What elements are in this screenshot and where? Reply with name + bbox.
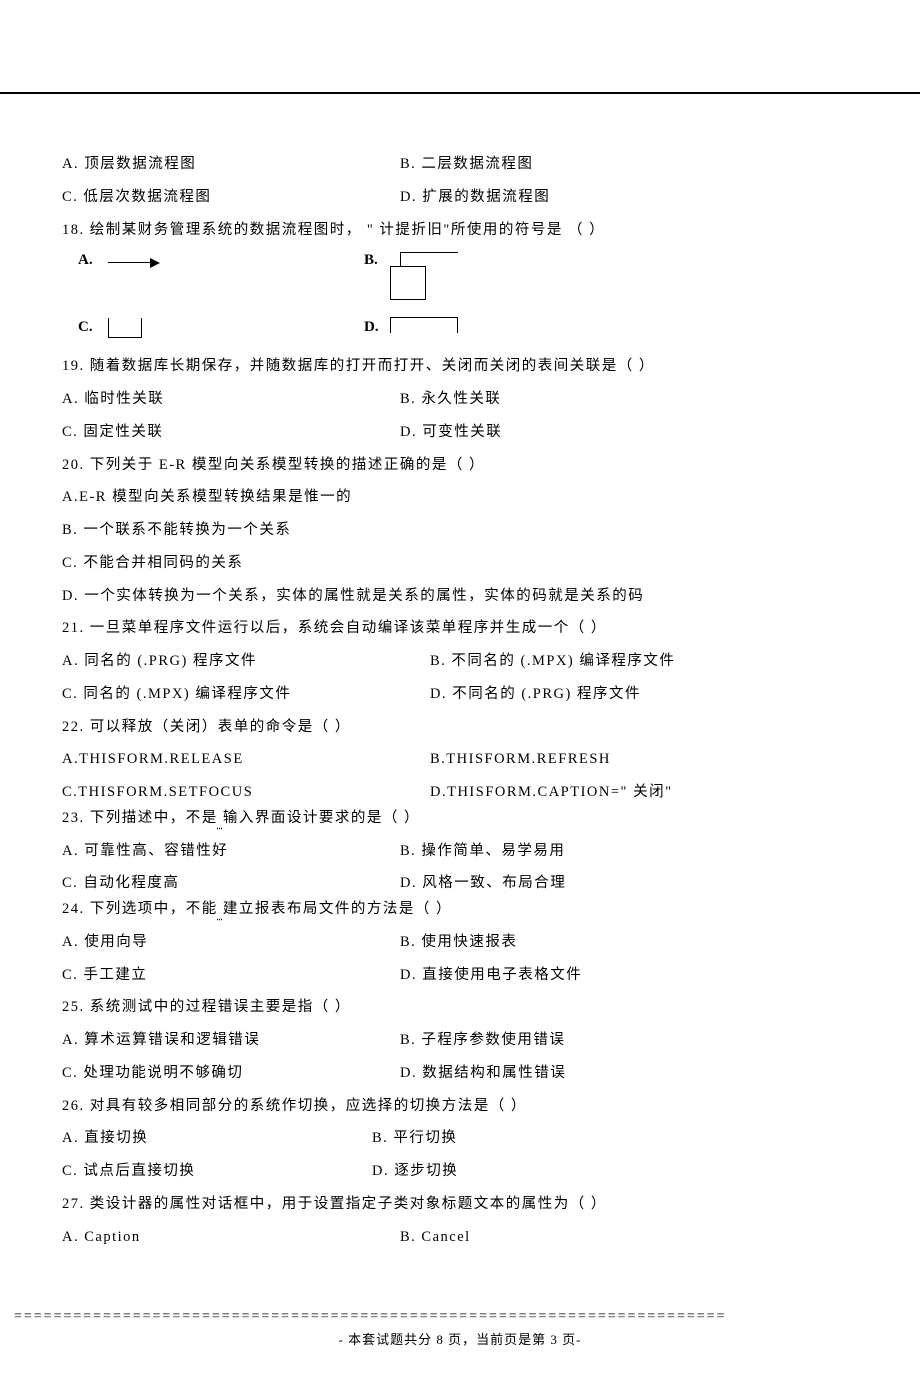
branch-box-icon: [390, 252, 458, 306]
footer-total-pages: 8: [436, 1332, 444, 1347]
q27-stem: 27. 类设计器的属性对话框中，用于设置指定子类对象标题文本的属性为（ ）: [62, 1194, 858, 1216]
q23-row-ab: A. 可靠性高、容错性好 B. 操作简单、易学易用: [62, 841, 858, 863]
q21-option-a: A. 同名的 (.PRG) 程序文件: [62, 651, 430, 673]
footer-pre: - 本套试题共分: [339, 1332, 437, 1347]
q27-row-ab: A. Caption B. Cancel: [62, 1227, 858, 1249]
q25-option-a: A. 算术运算错误和逻辑错误: [62, 1030, 400, 1052]
footer-pagination: - 本套试题共分 8 页，当前页是第 3 页-: [0, 1329, 920, 1388]
q22-row-ab: A.THISFORM.RELEASE B.THISFORM.REFRESH: [62, 749, 858, 771]
q26-option-a: A. 直接切换: [62, 1128, 372, 1150]
q26-option-b: B. 平行切换: [372, 1128, 858, 1150]
q21-row-cd: C. 同名的 (.MPX) 编译程序文件 D. 不同名的 (.PRG) 程序文件: [62, 684, 858, 706]
arrow-icon: [108, 256, 164, 270]
q24-option-b: B. 使用快速报表: [400, 932, 858, 954]
q23-option-a: A. 可靠性高、容错性好: [62, 841, 400, 863]
q21-row-ab: A. 同名的 (.PRG) 程序文件 B. 不同名的 (.MPX) 编译程序文件: [62, 651, 858, 673]
q25-row-ab: A. 算术运算错误和逻辑错误 B. 子程序参数使用错误: [62, 1030, 858, 1052]
q17-row-ab: A. 顶层数据流程图 B. 二层数据流程图: [62, 154, 858, 176]
q21-stem: 21. 一旦菜单程序文件运行以后，系统会自动编译该菜单程序并生成一个（ ）: [62, 618, 858, 640]
q26-option-c: C. 试点后直接切换: [62, 1161, 372, 1183]
q20-option-a: A.E-R 模型向关系模型转换结果是惟一的: [62, 487, 858, 509]
footer-post: 页-: [558, 1332, 582, 1347]
q20-option-d: D. 一个实体转换为一个关系，实体的属性就是关系的属性，实体的码就是关系的码: [62, 586, 858, 608]
q27-option-a: A. Caption: [62, 1227, 400, 1249]
q18-label-c: C.: [62, 319, 108, 336]
q24-stem-pre: 24. 下列选项中，不能: [62, 901, 218, 917]
q20-option-b: B. 一个联系不能转换为一个关系: [62, 520, 858, 542]
q25-option-d: D. 数据结构和属性错误: [400, 1063, 858, 1085]
q19-option-d: D. 可变性关联: [400, 422, 858, 444]
q24-row-ab: A. 使用向导 B. 使用快速报表: [62, 932, 858, 954]
footer-separator: ========================================…: [0, 1309, 920, 1325]
q18-symbol-d: [384, 317, 458, 338]
open-top-box-icon: [108, 318, 142, 338]
q19-stem: 19. 随着数据库长期保存，并随数据库的打开而打开、关闭而关闭的表间关联是（ ）: [62, 356, 858, 378]
q23-option-b: B. 操作简单、易学易用: [400, 841, 858, 863]
q19-option-c: C. 固定性关联: [62, 422, 400, 444]
q20-option-c: C. 不能合并相同码的关系: [62, 553, 858, 575]
q25-option-c: C. 处理功能说明不够确切: [62, 1063, 400, 1085]
q25-stem: 25. 系统测试中的过程错误主要是指（ ）: [62, 997, 858, 1019]
q25-option-b: B. 子程序参数使用错误: [400, 1030, 858, 1052]
q18-stem: 18. 绘制某财务管理系统的数据流程图时， " 计提折旧"所使用的符号是 （ ）: [62, 220, 858, 242]
q23-option-c: C. 自动化程度高: [62, 873, 400, 895]
q24-row-cd: C. 手工建立 D. 直接使用电子表格文件: [62, 965, 858, 987]
q17-option-d: D. 扩展的数据流程图: [400, 187, 858, 209]
q23-row-cd: C. 自动化程度高 D. 风格一致、布局合理: [62, 873, 858, 895]
q23-stem: 23. 下列描述中，不是 输入界面设计要求的是（ ）: [62, 808, 858, 830]
q19-row-ab: A. 临时性关联 B. 永久性关联: [62, 389, 858, 411]
q19-row-cd: C. 固定性关联 D. 可变性关联: [62, 422, 858, 444]
q22-stem: 22. 可以释放（关闭）表单的命令是（ ）: [62, 717, 858, 739]
q23-stem-pre: 23. 下列描述中，不是: [62, 810, 218, 826]
q26-row-cd: C. 试点后直接切换 D. 逐步切换: [62, 1161, 858, 1183]
q21-option-b: B. 不同名的 (.MPX) 编译程序文件: [430, 651, 858, 673]
q26-row-ab: A. 直接切换 B. 平行切换: [62, 1128, 858, 1150]
q21-option-c: C. 同名的 (.MPX) 编译程序文件: [62, 684, 430, 706]
q24-stem: 24. 下列选项中，不能 建立报表布局文件的方法是（ ）: [62, 899, 858, 921]
exam-page: A. 顶层数据流程图 B. 二层数据流程图 C. 低层次数据流程图 D. 扩展的…: [0, 92, 920, 1279]
q26-stem: 26. 对具有较多相同部分的系统作切换，应选择的切换方法是（ ）: [62, 1096, 858, 1118]
q23-option-d: D. 风格一致、布局合理: [400, 873, 858, 895]
q20-stem: 20. 下列关于 E-R 模型向关系模型转换的描述正确的是（ ）: [62, 455, 858, 477]
q18-symbol-c: [108, 318, 348, 338]
q27-option-b: B. Cancel: [400, 1227, 858, 1249]
q24-option-a: A. 使用向导: [62, 932, 400, 954]
q25-row-cd: C. 处理功能说明不够确切 D. 数据结构和属性错误: [62, 1063, 858, 1085]
q24-stem-post: 建立报表布局文件的方法是（ ）: [223, 901, 452, 917]
q26-option-d: D. 逐步切换: [372, 1161, 858, 1183]
q23-stem-post: 输入界面设计要求的是（ ）: [223, 810, 420, 826]
q17-option-b: B. 二层数据流程图: [400, 154, 858, 176]
q18-label-a: A.: [62, 252, 108, 269]
q24-option-d: D. 直接使用电子表格文件: [400, 965, 858, 987]
q19-option-a: A. 临时性关联: [62, 389, 400, 411]
q19-option-b: B. 永久性关联: [400, 389, 858, 411]
q18-label-d: D.: [348, 319, 384, 336]
q18-row-cd: C. D.: [62, 317, 858, 338]
q22-option-d: D.THISFORM.CAPTION=" 关闭": [430, 782, 858, 804]
footer-current-page: 3: [550, 1332, 558, 1347]
q22-option-b: B.THISFORM.REFRESH: [430, 749, 858, 771]
q17-option-a: A. 顶层数据流程图: [62, 154, 400, 176]
q22-option-c: C.THISFORM.SETFOCUS: [62, 782, 430, 804]
q22-option-a: A.THISFORM.RELEASE: [62, 749, 430, 771]
footer-mid: 页，当前页是第: [444, 1332, 551, 1347]
q22-row-cd: C.THISFORM.SETFOCUS D.THISFORM.CAPTION="…: [62, 782, 858, 804]
q18-row-ab: A. B.: [62, 252, 858, 311]
q17-option-c: C. 低层次数据流程图: [62, 187, 400, 209]
q18-symbol-a: [108, 252, 348, 275]
q18-symbol-b: [384, 252, 458, 311]
open-bottom-box-icon: [390, 317, 458, 333]
q21-option-d: D. 不同名的 (.PRG) 程序文件: [430, 684, 858, 706]
q18-label-b: B.: [348, 252, 384, 269]
q24-option-c: C. 手工建立: [62, 965, 400, 987]
q17-row-cd: C. 低层次数据流程图 D. 扩展的数据流程图: [62, 187, 858, 209]
